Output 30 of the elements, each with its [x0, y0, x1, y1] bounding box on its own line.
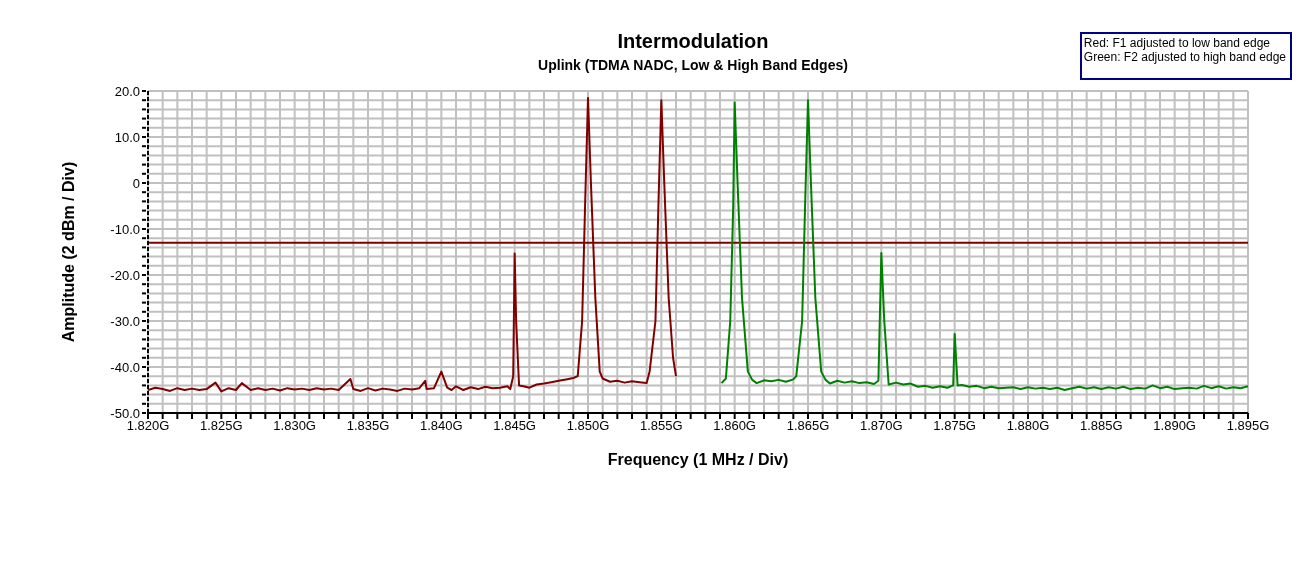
y-tick-label: -20.0	[110, 267, 140, 283]
x-tick-label: 1.835G	[346, 418, 390, 434]
y-tick-label: -10.0	[110, 221, 140, 237]
x-axis-title: Frequency (1 MHz / Div)	[607, 451, 789, 468]
x-tick-label: 1.845G	[493, 418, 536, 434]
line-series	[720, 99, 1248, 391]
x-tick-label: 1.880G	[1006, 418, 1050, 434]
x-tick-label: 1.825G	[200, 418, 243, 434]
x-tick-label: 1.890G	[1153, 418, 1196, 434]
y-tick-label: 10.0	[114, 129, 140, 145]
x-tick-label: 1.855G	[640, 418, 683, 434]
y-tick-label: 20.0	[114, 83, 140, 99]
note-box: Red: F1 adjusted to low band edge Green: F2 adjusted to high band edge	[1079, 32, 1292, 80]
chart-title: Intermodulation	[617, 30, 769, 52]
x-tick-label: 1.865G	[786, 418, 830, 434]
x-tick-label: 1.860G	[713, 418, 756, 434]
y-axis-title: Amplitude (2 dBm / Div)	[59, 161, 77, 343]
y-tick-label: -30.0	[110, 313, 140, 329]
y-tick-label: 0	[132, 175, 140, 191]
x-tick-label: 1.875G	[933, 418, 976, 434]
x-tick-label: 1.850G	[566, 418, 610, 434]
x-tick-label: 1.820G	[126, 418, 170, 434]
y-tick-label: -50.0	[110, 405, 140, 421]
y-tick-label: -40.0	[110, 359, 140, 375]
chart-subtitle: Uplink (TDMA NADC, Low & High Band Edges)	[538, 57, 848, 73]
x-tick-label: 1.870G	[860, 418, 903, 434]
x-tick-label: 1.840G	[420, 418, 463, 434]
x-tick-label: 1.885G	[1080, 418, 1123, 434]
x-tick-label: 1.830G	[273, 418, 316, 434]
x-tick-label: 1.895G	[1226, 418, 1270, 434]
